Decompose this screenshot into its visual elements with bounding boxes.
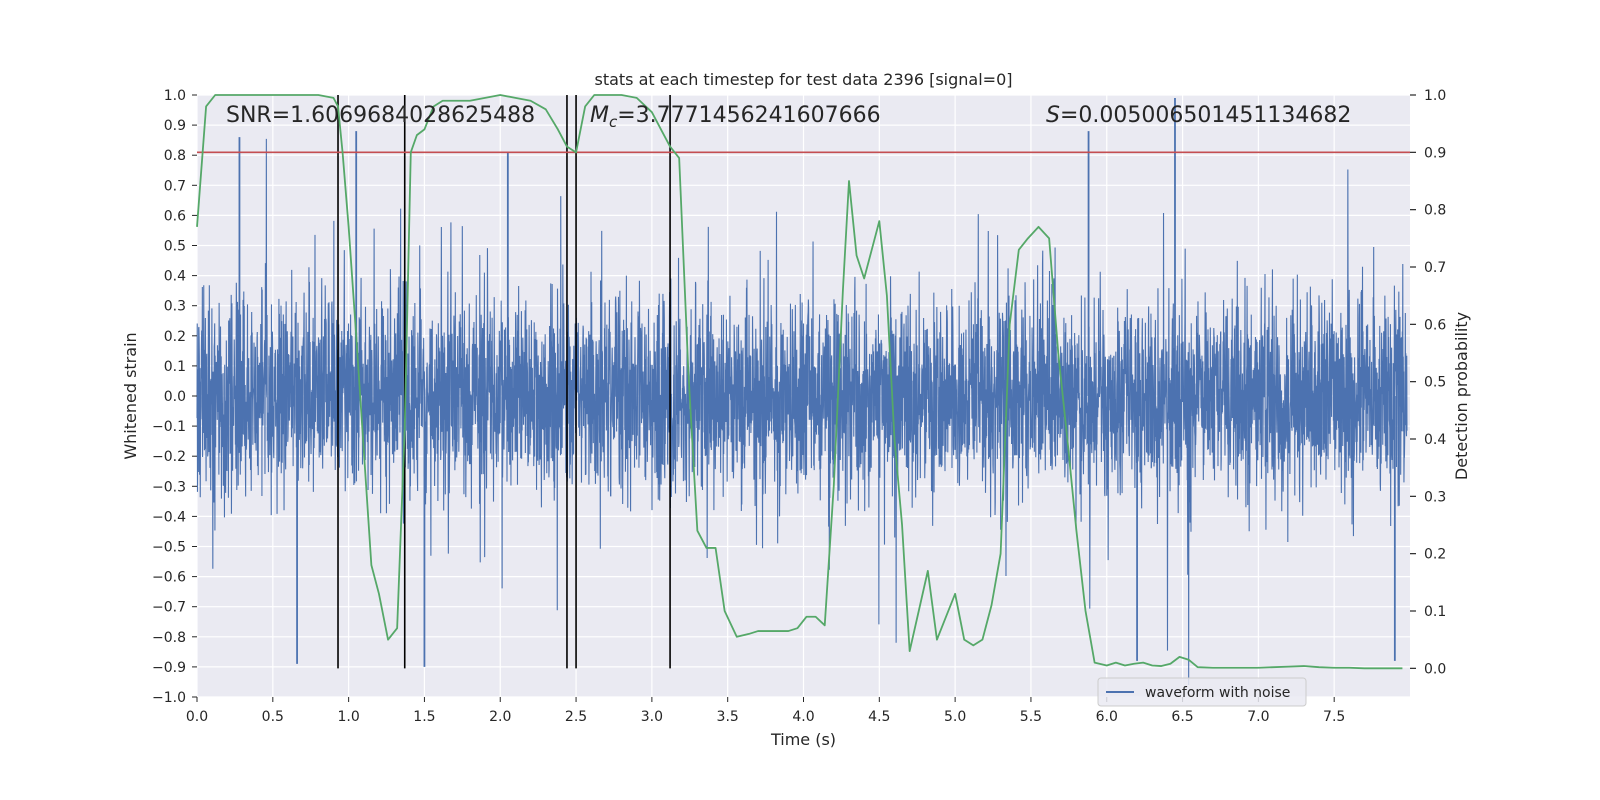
x-tick-label: 5.5 <box>1020 709 1042 725</box>
x-tick-label: 4.0 <box>792 709 814 725</box>
x-tick-label: 2.5 <box>565 709 587 725</box>
mc-value: =3.7771456241607666 <box>617 103 880 128</box>
y-tick-label: −0.8 <box>152 630 186 646</box>
x-tick-label: 5.0 <box>944 709 966 725</box>
s-value: =0.005006501451134682 <box>1060 103 1351 128</box>
y-tick-label: 0.8 <box>164 148 186 164</box>
x-tick-label: 1.0 <box>337 709 359 725</box>
x-tick-label: 3.5 <box>717 709 739 725</box>
y2-tick-label: 0.9 <box>1424 145 1446 161</box>
y-tick-label: 0.3 <box>164 299 186 315</box>
y-tick-label: 0.1 <box>164 359 186 375</box>
event-lines <box>337 95 671 669</box>
y-axis-label: Whitened strain <box>121 332 140 459</box>
y2-ticks: 1.0 0.9 0.8 0.7 0.6 0.5 0.4 0.3 0.2 0.1 0.0 <box>1410 88 1446 677</box>
y-tick-label: −0.7 <box>152 600 186 616</box>
x-tick-label: 3.0 <box>641 709 663 725</box>
s-annotation: S=0.005006501451134682 <box>1046 103 1351 128</box>
mc-symbol: M <box>590 103 609 128</box>
y-tick-label: −0.6 <box>152 570 186 586</box>
y2-tick-label: 0.4 <box>1424 432 1446 448</box>
y-tick-label: 0.5 <box>164 239 186 255</box>
y2-tick-label: 0.7 <box>1424 260 1446 276</box>
x-tick-label: 6.5 <box>1171 709 1193 725</box>
x-tick-label: 1.5 <box>413 709 435 725</box>
y-tick-label: 0.9 <box>164 118 186 134</box>
y-tick-label: 1.0 <box>164 88 186 104</box>
y2-tick-label: 0.0 <box>1424 661 1446 677</box>
x-tick-label: 4.5 <box>868 709 890 725</box>
y-tick-label: 0.0 <box>164 389 186 405</box>
y2-tick-label: 0.6 <box>1424 317 1446 333</box>
probability-series-group <box>196 94 1403 670</box>
y-tick-label: −0.5 <box>152 540 186 556</box>
waveform-series <box>196 98 1408 685</box>
y-ticks: 1.0 0.9 0.8 0.7 0.6 0.5 0.4 0.3 0.2 0.1 0.0 −0.1 −0.… <box>152 88 197 706</box>
s-symbol: S <box>1046 103 1060 128</box>
waveform-line <box>196 138 1408 685</box>
mc-subscript: c <box>609 113 618 131</box>
x-tick-label: 7.5 <box>1323 709 1345 725</box>
probability-line <box>196 94 1403 670</box>
y2-tick-label: 0.2 <box>1424 547 1446 563</box>
x-axis-label: Time (s) <box>770 730 836 749</box>
y2-tick-label: 0.3 <box>1424 489 1446 505</box>
y-tick-label: 0.6 <box>164 208 186 224</box>
y-tick-label: 0.4 <box>164 269 186 285</box>
y-tick-label: −1.0 <box>152 690 186 706</box>
x-ticks: 0.0 0.5 1.0 1.5 2.0 2.5 3.0 3.5 4.0 4.5 5.0 5.5 6.0 6… <box>186 697 1345 725</box>
mc-annotation: Mc=3.7771456241607666 <box>590 103 881 131</box>
legend-label: waveform with noise <box>1145 685 1290 701</box>
y-tick-label: −0.2 <box>152 449 186 465</box>
chart-title: stats at each timestep for test data 239… <box>594 70 1012 89</box>
legend-box <box>1097 677 1307 707</box>
y2-tick-label: 1.0 <box>1424 88 1446 104</box>
x-tick-label: 6.0 <box>1096 709 1118 725</box>
x-tick-label: 0.0 <box>186 709 208 725</box>
legend: waveform with noise <box>1097 677 1307 707</box>
y2-axis-label: Detection probability <box>1452 312 1471 480</box>
y2-tick-label: 0.5 <box>1424 375 1446 391</box>
y-tick-label: −0.1 <box>152 419 186 435</box>
x-tick-label: 7.0 <box>1247 709 1269 725</box>
x-tick-label: 2.0 <box>489 709 511 725</box>
y2-tick-label: 0.1 <box>1424 604 1446 620</box>
snr-annotation: SNR=1.6069684028625488 <box>226 103 535 128</box>
y-tick-label: −0.3 <box>152 479 186 495</box>
y-tick-label: 0.2 <box>164 329 186 345</box>
x-tick-label: 0.5 <box>262 709 284 725</box>
y2-tick-label: 0.8 <box>1424 203 1446 219</box>
y-tick-label: 0.7 <box>164 178 186 194</box>
y-tick-label: −0.4 <box>152 509 186 525</box>
y-tick-label: −0.9 <box>152 660 186 676</box>
